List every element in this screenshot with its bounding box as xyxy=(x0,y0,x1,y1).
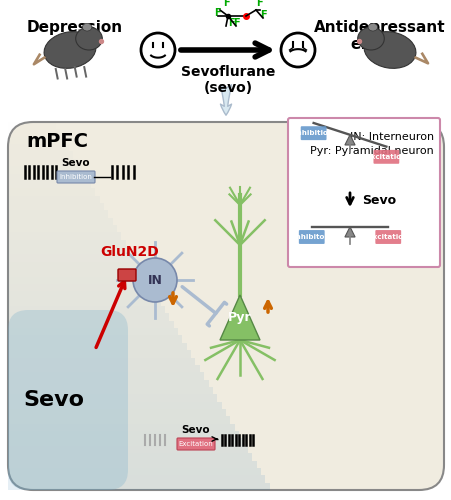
Text: Sevo: Sevo xyxy=(181,425,210,435)
Text: F: F xyxy=(255,0,262,8)
Ellipse shape xyxy=(44,32,96,68)
FancyBboxPatch shape xyxy=(177,438,215,450)
FancyBboxPatch shape xyxy=(287,118,439,267)
Text: F: F xyxy=(232,18,239,28)
Bar xyxy=(8,402,221,409)
Bar xyxy=(8,196,99,203)
FancyBboxPatch shape xyxy=(300,126,326,140)
Bar xyxy=(8,232,121,240)
Text: Pyr: Pyr xyxy=(228,310,251,324)
Polygon shape xyxy=(344,135,354,145)
FancyBboxPatch shape xyxy=(374,230,400,244)
Text: Inhibition: Inhibition xyxy=(60,174,92,180)
Text: Depression: Depression xyxy=(27,20,123,35)
FancyBboxPatch shape xyxy=(118,269,136,281)
Text: Pyr: Pyramidal neuron: Pyr: Pyramidal neuron xyxy=(309,146,433,156)
Text: F: F xyxy=(259,10,266,20)
FancyBboxPatch shape xyxy=(8,122,443,490)
Bar xyxy=(8,203,104,210)
Bar xyxy=(8,431,239,438)
Text: IN: IN xyxy=(147,274,162,286)
Ellipse shape xyxy=(357,27,383,50)
Bar xyxy=(8,210,108,218)
Bar xyxy=(8,314,169,320)
Bar xyxy=(8,262,138,269)
Bar xyxy=(8,159,78,166)
Bar xyxy=(8,284,152,292)
Bar xyxy=(8,387,212,394)
Ellipse shape xyxy=(75,27,102,50)
Text: Sevo: Sevo xyxy=(61,158,90,168)
Bar xyxy=(8,130,60,136)
Bar xyxy=(8,365,199,372)
Bar xyxy=(8,306,165,314)
FancyBboxPatch shape xyxy=(298,230,324,244)
Polygon shape xyxy=(220,295,259,340)
FancyBboxPatch shape xyxy=(57,171,95,183)
Bar xyxy=(8,276,147,284)
Circle shape xyxy=(281,33,314,67)
Text: F: F xyxy=(227,18,234,28)
FancyBboxPatch shape xyxy=(8,310,128,490)
Circle shape xyxy=(141,33,175,67)
Bar xyxy=(8,247,130,254)
Bar xyxy=(8,358,195,365)
Bar xyxy=(8,350,191,358)
Bar xyxy=(8,152,73,159)
Bar xyxy=(8,343,186,350)
Bar xyxy=(8,438,243,446)
Bar xyxy=(8,254,134,262)
Bar xyxy=(8,181,91,188)
Bar xyxy=(8,188,95,196)
Bar xyxy=(8,144,69,152)
Bar xyxy=(8,460,256,468)
Text: F: F xyxy=(222,0,229,8)
Bar xyxy=(8,482,269,490)
FancyArrowPatch shape xyxy=(180,43,268,57)
Text: Inhibiton: Inhibiton xyxy=(293,234,329,240)
Text: IN: Interneuron: IN: Interneuron xyxy=(349,132,433,142)
Bar xyxy=(8,416,230,424)
Bar xyxy=(8,122,56,130)
Text: F: F xyxy=(213,8,220,18)
Bar xyxy=(8,468,260,475)
Polygon shape xyxy=(344,227,354,237)
Bar xyxy=(8,320,173,328)
Bar xyxy=(8,328,178,336)
Bar xyxy=(8,166,82,173)
Bar xyxy=(8,476,265,482)
Bar xyxy=(8,218,112,225)
Circle shape xyxy=(133,258,177,302)
Bar xyxy=(8,240,125,247)
Bar xyxy=(8,446,247,453)
FancyArrowPatch shape xyxy=(220,85,231,115)
Text: mPFC: mPFC xyxy=(26,132,88,151)
Text: Sevoflurane
(sevo): Sevoflurane (sevo) xyxy=(180,65,275,95)
Bar xyxy=(8,424,234,431)
Bar xyxy=(8,136,64,144)
Text: Antidepressant effects: Antidepressant effects xyxy=(313,20,445,52)
Bar xyxy=(8,174,86,181)
Bar xyxy=(8,292,156,298)
Text: Sevo: Sevo xyxy=(361,194,395,206)
Bar xyxy=(8,298,160,306)
Bar xyxy=(8,380,208,387)
Bar xyxy=(8,394,217,402)
Bar xyxy=(8,372,204,380)
Bar xyxy=(8,269,143,276)
Text: GluN2D: GluN2D xyxy=(100,245,158,259)
Bar xyxy=(8,336,182,343)
Text: Sevo: Sevo xyxy=(23,390,84,410)
FancyBboxPatch shape xyxy=(373,150,398,164)
Ellipse shape xyxy=(363,32,415,68)
Bar xyxy=(8,225,117,232)
Text: Excitation: Excitation xyxy=(367,234,407,240)
Text: Inhibition: Inhibition xyxy=(294,130,332,136)
Bar xyxy=(8,409,226,416)
Text: Excitation: Excitation xyxy=(365,154,405,160)
Ellipse shape xyxy=(82,24,92,31)
Bar xyxy=(8,453,252,460)
Text: Excitation: Excitation xyxy=(178,441,213,447)
Ellipse shape xyxy=(367,24,377,31)
